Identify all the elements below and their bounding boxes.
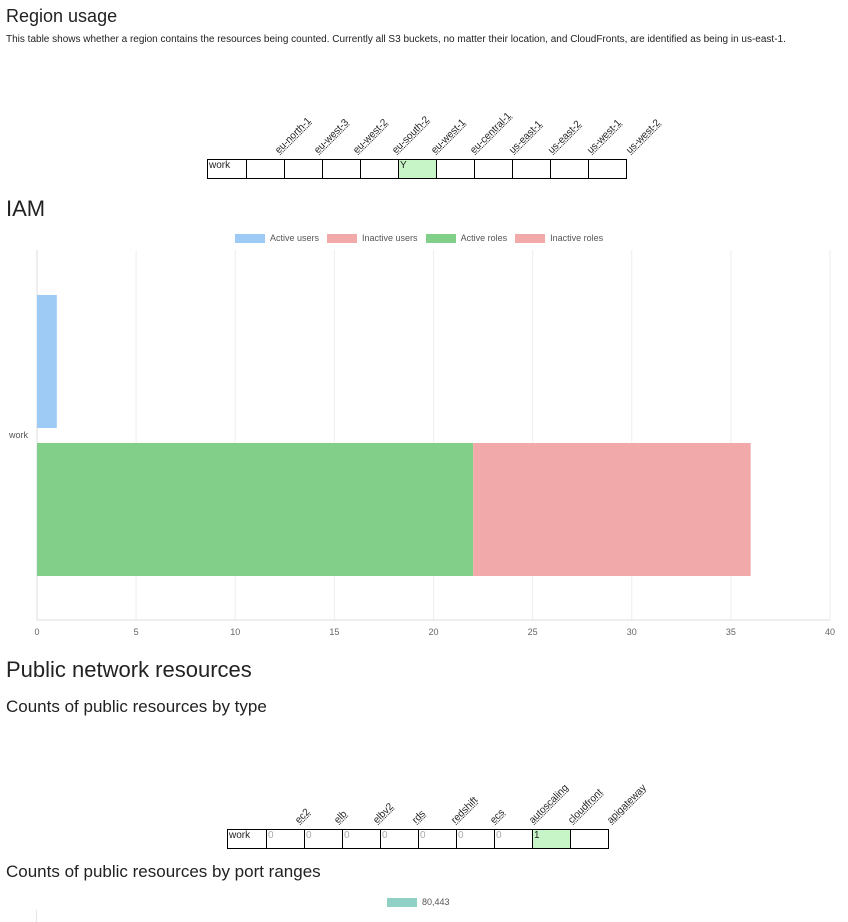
port-chart-axis	[36, 910, 37, 922]
column-header-eu-west-2: eu-west-2	[351, 117, 391, 156]
x-tick-label: 35	[726, 627, 736, 637]
table-cell-eu-south-2	[360, 159, 399, 179]
column-header-us-west-2: us-west-2	[624, 117, 663, 156]
legend-item: Active users	[235, 233, 319, 243]
table-cell-eu-north-1	[246, 159, 285, 179]
x-tick-label: 40	[825, 627, 835, 637]
region-usage-title: Region usage	[6, 6, 118, 26]
legend-swatch	[387, 897, 417, 907]
bar-inactive-roles	[473, 443, 751, 576]
table-cell-us-west-2	[588, 159, 627, 179]
column-header-us-east-1: us-east-1	[507, 118, 545, 156]
region-usage-table: work Y	[207, 159, 627, 179]
table-cell-eu-west-3	[284, 159, 323, 179]
region-usage-description: This table shows whether a region contai…	[6, 34, 786, 45]
x-tick-label: 25	[528, 627, 538, 637]
table-cell-eu-west-1: Y	[398, 159, 437, 179]
legend-swatch	[425, 233, 456, 243]
x-tick-label: 20	[428, 627, 438, 637]
iam-legend: Active users Inactive users Active roles In…	[235, 233, 611, 243]
x-tick-label: 15	[329, 627, 339, 637]
column-header-eu-north-1: eu-north-1	[273, 115, 314, 156]
bar-active-roles	[37, 443, 474, 576]
legend-label: Inactive roles	[550, 233, 604, 243]
row-label: work	[227, 829, 267, 849]
legend-item: Active roles	[425, 233, 508, 243]
legend-label: Inactive users	[362, 233, 418, 243]
column-header-ecs: ecs	[488, 807, 508, 826]
legend-item: 80,443	[387, 897, 450, 907]
port-legend: 80,443	[387, 897, 458, 907]
category-label: work	[8, 430, 29, 440]
column-header-eu-west-1: eu-west-1	[429, 117, 469, 156]
table-cell-redshift: 0	[418, 829, 457, 849]
legend-label: Active users	[270, 233, 320, 243]
table-cell-ecs: 0	[456, 829, 495, 849]
iam-title: IAM	[6, 196, 46, 221]
x-tick-label: 0	[34, 627, 39, 637]
iam-chart: 0 5 10 15 20 25 30 35 40 work	[8, 250, 835, 637]
table-cell-apigateway	[570, 829, 609, 849]
table-row: work Y	[207, 159, 627, 179]
x-tick-label: 30	[627, 627, 637, 637]
x-tick-label: 5	[134, 627, 139, 637]
legend-swatch	[515, 233, 546, 243]
public-by-type-title: Counts of public resources by type	[6, 697, 267, 716]
table-cell-us-east-1	[474, 159, 513, 179]
column-header-ec2: ec2	[293, 806, 313, 826]
table-cell-rds: 0	[380, 829, 419, 849]
legend-label: 80,443	[422, 897, 450, 907]
legend-swatch	[327, 233, 358, 243]
legend-swatch	[235, 233, 265, 243]
table-cell-elbv2: 0	[342, 829, 381, 849]
table-cell-eu-west-2	[322, 159, 361, 179]
legend-item: Inactive roles	[515, 233, 603, 243]
table-cell-us-east-2	[512, 159, 551, 179]
public-network-title: Public network resources	[6, 657, 252, 682]
table-cell-elb: 0	[304, 829, 343, 849]
public-by-port-title: Counts of public resources by port range…	[6, 862, 321, 881]
legend-label: Active roles	[460, 233, 508, 243]
column-header-eu-west-3: eu-west-3	[312, 117, 352, 156]
column-header-eu-south-2: eu-south-2	[390, 114, 432, 156]
public-type-table: work 0 0 0 0 0 0 0 1	[227, 829, 609, 849]
column-header-autoscaling: autoscaling	[527, 782, 571, 826]
table-cell-autoscaling: 0	[494, 829, 533, 849]
table-row: work 0 0 0 0 0 0 0 1	[227, 829, 609, 849]
column-header-rds: rds	[410, 808, 428, 826]
column-header-redshift: redshift	[449, 795, 481, 826]
table-cell-us-west-1	[550, 159, 589, 179]
column-header-us-west-1: us-west-1	[585, 117, 624, 156]
column-header-eu-central-1: eu-central-1	[468, 110, 514, 156]
column-header-elb: elb	[332, 808, 350, 826]
table-cell-cloudfront: 1	[532, 829, 571, 849]
column-header-cloudfront: cloudfront	[566, 787, 606, 826]
legend-item: Inactive users	[327, 233, 418, 243]
table-cell-eu-central-1	[436, 159, 475, 179]
row-label: work	[207, 159, 247, 179]
column-header-us-east-2: us-east-2	[546, 118, 584, 156]
table-cell-ec2: 0	[266, 829, 305, 849]
column-header-elbv2: elbv2	[371, 801, 396, 826]
column-header-apigateway: apigateway	[605, 782, 649, 826]
bar-active-users	[37, 295, 57, 428]
x-tick-label: 10	[230, 627, 240, 637]
